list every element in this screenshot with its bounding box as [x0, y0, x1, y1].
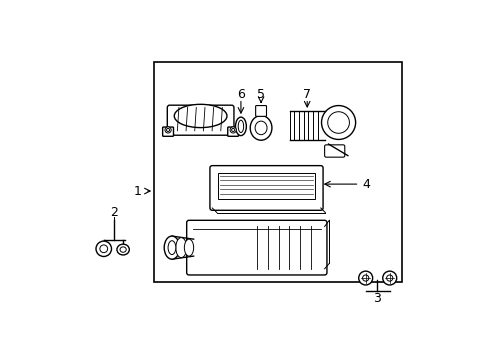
Circle shape [382, 271, 396, 285]
Text: 3: 3 [373, 292, 381, 305]
FancyBboxPatch shape [186, 220, 326, 275]
Ellipse shape [255, 121, 266, 135]
Bar [218, 172, 314, 199]
Circle shape [96, 241, 111, 256]
Ellipse shape [164, 236, 179, 259]
Text: 7: 7 [303, 87, 310, 100]
Circle shape [358, 271, 372, 285]
Ellipse shape [174, 104, 226, 127]
Circle shape [386, 275, 392, 281]
Text: 6: 6 [237, 87, 244, 100]
Ellipse shape [117, 244, 129, 255]
Circle shape [166, 129, 169, 131]
Circle shape [321, 105, 355, 139]
Text: 2: 2 [110, 206, 118, 219]
FancyBboxPatch shape [227, 127, 238, 136]
Ellipse shape [120, 247, 126, 252]
Circle shape [362, 275, 368, 281]
Ellipse shape [176, 238, 186, 258]
Circle shape [230, 127, 236, 133]
Bar [154, 62, 401, 282]
Text: 5: 5 [257, 87, 264, 100]
FancyBboxPatch shape [255, 105, 266, 116]
FancyBboxPatch shape [324, 145, 344, 157]
Ellipse shape [184, 239, 193, 256]
Ellipse shape [168, 241, 176, 255]
Ellipse shape [235, 117, 246, 136]
Circle shape [231, 129, 234, 131]
FancyBboxPatch shape [163, 127, 173, 136]
Text: 4: 4 [362, 177, 370, 190]
Circle shape [100, 245, 107, 253]
FancyBboxPatch shape [209, 166, 323, 210]
Circle shape [327, 112, 349, 133]
Ellipse shape [238, 120, 243, 132]
Ellipse shape [250, 116, 271, 140]
Circle shape [164, 127, 171, 133]
FancyBboxPatch shape [167, 105, 233, 135]
Text: 1: 1 [134, 185, 142, 198]
